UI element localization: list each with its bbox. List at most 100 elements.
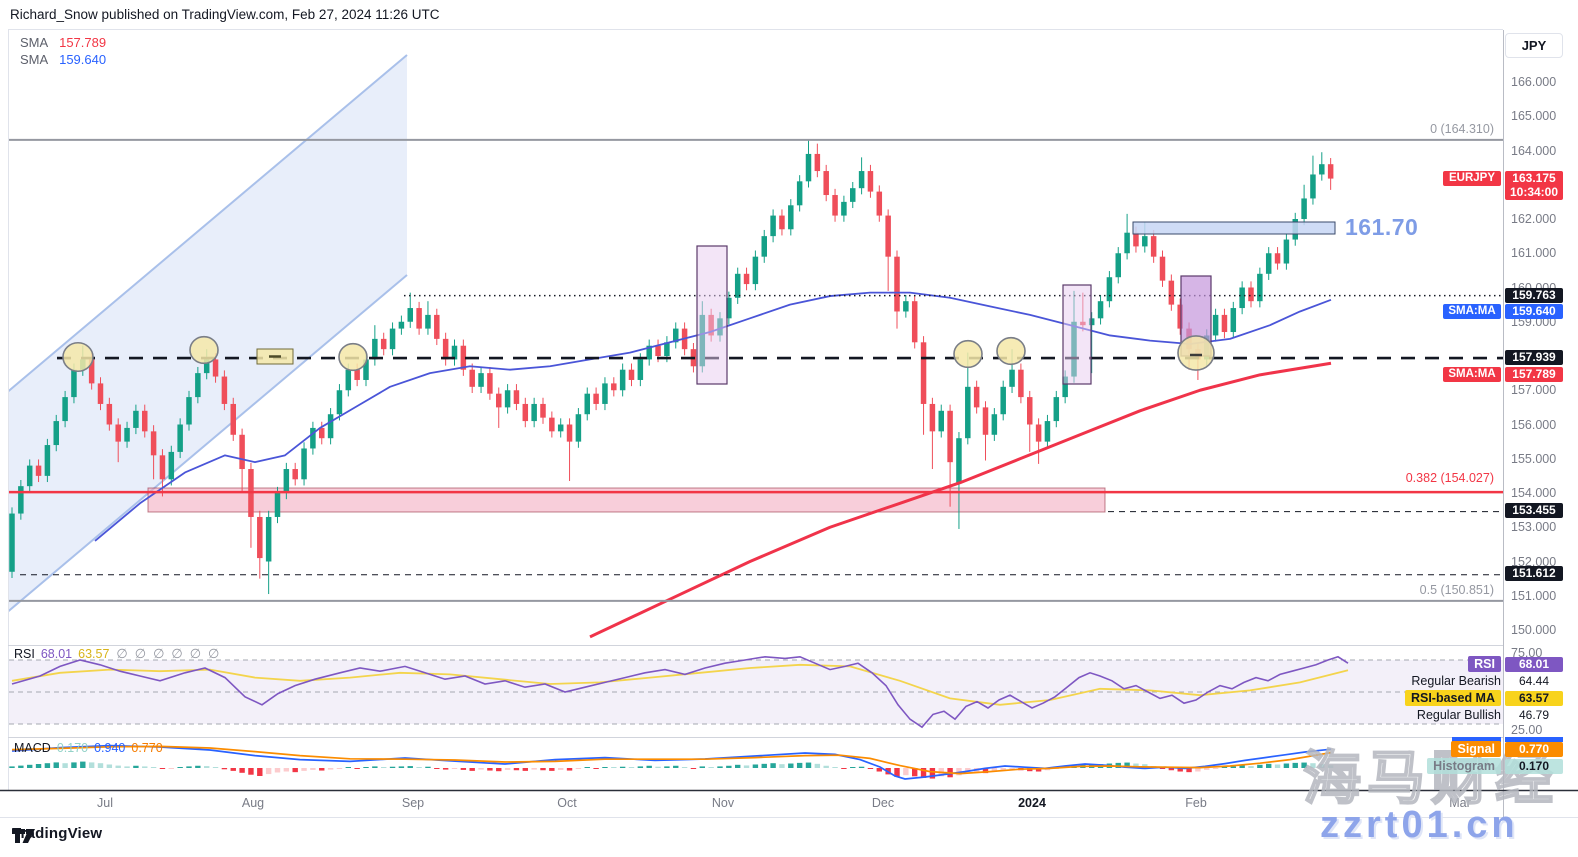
macd-histogram-bar [159,768,166,769]
macd-histogram-bar [389,766,396,768]
legend-sma-slow[interactable]: SMA 159.640 [20,52,106,67]
macd-histogram-bar [894,768,900,777]
rsi-pane[interactable] [9,655,1503,729]
hidden-value-icon[interactable]: ∅ [116,646,128,661]
hidden-value-icon[interactable]: ∅ [153,646,165,661]
highlight-circle-yellow[interactable] [996,336,1026,366]
macd-legend[interactable]: MACD 0.170 0.940 0.770 [14,741,163,755]
macd-histogram-bar [35,764,42,768]
candle-down [239,434,245,470]
candle-up [26,465,33,487]
candle-up [177,424,183,452]
channel-lower-line[interactable] [0,274,408,652]
candle-down [469,369,475,387]
axis-badge-level-151612: 151.612 [1505,566,1563,581]
highlight-circle-yellow[interactable] [338,342,368,372]
candle-down [628,369,635,380]
macd-signal-line[interactable] [11,745,1332,775]
macd-histogram-bar [743,765,750,768]
axis-badge-level-153455: 153.455 [1505,503,1563,518]
time-axis-label-2024: 2024 [1018,796,1046,810]
macd-histogram-bar [752,764,759,768]
rsi-ma-line[interactable] [11,663,1349,706]
indicator-label: Regular Bullish [1416,708,1501,722]
rsi-hidden-toggles[interactable]: ∅ ∅ ∅ ∅ ∅ ∅ [109,646,220,661]
main-pane[interactable] [0,54,1503,652]
candle-down [35,465,42,476]
candle-up [407,308,413,322]
tradingview-logo[interactable]: TradingView [12,825,102,843]
highlight-circle-yellow[interactable] [189,335,219,365]
macd-histogram-bar [230,768,236,771]
candle-down [1133,232,1139,247]
highlight-circle-yellow[interactable] [62,341,94,373]
highlight-box-purple[interactable] [1062,284,1092,385]
candle-down [814,153,821,172]
macd-histogram-bar [487,768,493,771]
candle-up [584,393,590,415]
indicator-label: RSI [1301,656,1501,672]
macd-histogram-bar [805,762,812,768]
macd-histogram-bar [177,767,183,768]
macd-histogram-bar [44,763,51,768]
candle-down [522,403,529,422]
macd-pane[interactable] [9,744,1334,780]
macd-line[interactable] [11,744,1332,780]
candle-up [345,369,352,391]
indicator-value: 0.170 [1505,759,1563,774]
price-tick: 154.000 [1511,486,1557,500]
time-axis-label-nov: Nov [711,796,735,810]
candle-up [1115,253,1121,278]
resistance-box[interactable] [1132,221,1336,235]
macd-histogram-bar [982,768,989,774]
channel-upper-line[interactable] [0,54,408,432]
candle-up [389,328,396,350]
rising-channel[interactable] [0,55,407,652]
macd-histogram-bar [327,768,334,770]
macd-histogram-bar [522,768,528,771]
candle-up [1230,308,1237,333]
macd-histogram-bar [611,767,617,768]
sma-fast-line[interactable] [589,361,1332,639]
highlight-box-purple[interactable] [696,245,728,385]
rsi-line[interactable] [11,655,1349,729]
candle-up [504,390,511,408]
candle-up [1283,239,1290,264]
candle-up [310,427,316,449]
candle-up [71,369,77,398]
macd-histogram-bar [558,768,564,770]
macd-histogram-bar [504,768,511,770]
candle-down [566,424,573,442]
macd-badge-clipped-value [1505,737,1563,742]
macd-histogram-bar [796,762,803,768]
resistance-price-label[interactable]: 161.70 [1345,214,1419,240]
candle-up [673,328,679,343]
hidden-value-icon[interactable]: ∅ [134,646,147,661]
macd-histogram-bar [1230,766,1236,768]
axis-badge-sma-slow: 159.640 [1505,304,1563,319]
macd-histogram-bar [1124,762,1130,768]
macd-histogram-bar [841,768,847,769]
price-tick: 152.000 [1511,554,1557,569]
macd-histogram-bar [142,766,148,768]
macd-histogram-bar [717,766,723,768]
candle-up [761,236,767,257]
hidden-value-icon[interactable]: ∅ [189,646,202,661]
rsi-legend[interactable]: RSI 68.01 63.57 ∅ ∅ ∅ ∅ ∅ ∅ [14,646,219,662]
hidden-value-icon[interactable]: ∅ [171,646,183,661]
macd-histogram-bar [1212,768,1219,769]
highlight-circle-yellow[interactable] [953,339,983,369]
hidden-value-icon[interactable]: ∅ [208,646,220,661]
candle-down [894,256,900,312]
candle-down [434,314,440,339]
candle-down [230,403,236,435]
currency-unit-button[interactable]: JPY [1505,33,1563,58]
price-tick: 162.000 [1511,212,1557,226]
candle-down [779,215,785,230]
legend-sma-fast[interactable]: SMA 157.789 [20,35,106,50]
highlight-circle-yellow[interactable] [1177,335,1215,371]
macd-histogram-bar [310,768,316,770]
macd-histogram-bar [496,768,502,772]
macd-histogram-bar [442,768,449,770]
